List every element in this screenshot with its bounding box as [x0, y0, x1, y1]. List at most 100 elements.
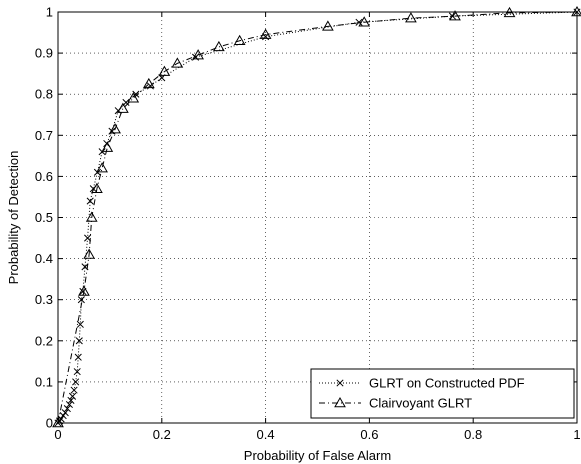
- data-point-x: [86, 197, 94, 205]
- x-marker-stroke: [77, 296, 85, 304]
- data-point-triangle: [322, 20, 334, 31]
- legend-marker-clairvoyant-glrt: [334, 396, 346, 408]
- data-point-x: [57, 415, 65, 423]
- x-tick-label: 0.4: [257, 427, 275, 442]
- x-marker-stroke: [355, 18, 363, 26]
- x-tick-label: 1: [573, 427, 580, 442]
- data-point-triangle: [171, 57, 184, 68]
- y-tick-label: 0.7: [35, 128, 53, 143]
- x-marker-stroke: [84, 234, 92, 242]
- triangle-marker: [91, 182, 103, 193]
- data-point-triangle: [78, 285, 90, 296]
- y-tick-label: 0.1: [35, 374, 53, 389]
- triangle-marker: [85, 211, 98, 222]
- triangle-marker: [449, 10, 461, 21]
- triangle-marker: [334, 396, 346, 408]
- x-marker-stroke: [70, 386, 78, 394]
- plot-frame: [57, 11, 578, 424]
- data-point-x: [68, 392, 77, 400]
- data-point-x: [65, 400, 73, 409]
- triangle-marker: [117, 102, 129, 113]
- legend-box: [310, 368, 575, 419]
- data-point-triangle: [213, 40, 225, 52]
- data-point-triangle: [101, 141, 114, 152]
- data-point-triangle: [91, 182, 103, 193]
- data-point-x: [74, 353, 82, 361]
- y-tick-label: 0.6: [35, 169, 53, 184]
- data-point-triangle: [192, 49, 204, 60]
- data-point-x: [132, 90, 140, 98]
- x-tick-label: 0.8: [464, 427, 482, 442]
- legend-label-glrt-constructed: GLRT on Constructed PDF: [369, 376, 525, 391]
- y-tick-label: 0.2: [35, 333, 53, 348]
- triangle-marker: [83, 248, 96, 259]
- x-marker-stroke: [67, 396, 75, 404]
- data-point-triangle: [259, 28, 272, 39]
- data-point-x: [67, 396, 75, 404]
- x-marker-stroke: [57, 415, 65, 423]
- triangle-marker: [171, 57, 184, 68]
- triangle-marker: [358, 16, 371, 27]
- triangle-marker: [96, 162, 108, 173]
- data-point-x: [63, 405, 71, 413]
- x-marker-stroke: [65, 400, 73, 409]
- data-point-triangle: [358, 16, 371, 27]
- y-tick-label: 0.4: [35, 251, 53, 266]
- data-point-triangle: [109, 123, 121, 134]
- y-tick-label: 1: [46, 5, 53, 20]
- y-tick-label: 0.5: [35, 210, 53, 225]
- legend-marker-glrt-constructed: [336, 379, 344, 387]
- triangle-marker: [405, 12, 417, 23]
- series-line: [57, 11, 578, 424]
- x-tick-label: 0.2: [153, 427, 171, 442]
- data-point-triangle: [83, 248, 96, 259]
- x-marker-stroke: [75, 337, 83, 345]
- data-point-x: [75, 337, 83, 345]
- x-marker-stroke: [74, 353, 82, 361]
- x-marker-stroke: [68, 392, 77, 400]
- triangle-marker: [322, 20, 334, 31]
- triangle-marker: [213, 40, 225, 52]
- triangle-marker: [142, 77, 155, 89]
- triangle-marker: [192, 49, 204, 60]
- data-point-triangle: [127, 92, 140, 103]
- triangle-marker: [127, 92, 140, 103]
- data-point-triangle: [158, 65, 171, 76]
- legend: GLRT on Constructed PDF Clairvoyant GLRT: [310, 368, 575, 419]
- data-point-x: [70, 386, 78, 394]
- data-point-triangle: [52, 416, 64, 428]
- legend-label-clairvoyant-glrt: Clairvoyant GLRT: [369, 396, 472, 411]
- triangle-marker: [78, 285, 90, 296]
- y-tick-label: 0.9: [35, 46, 53, 61]
- triangle-marker: [158, 65, 171, 76]
- x-marker-stroke: [73, 368, 81, 376]
- data-point-triangle: [449, 10, 461, 21]
- tick-labels: 0 0.2 0.4 0.6 0.8 1 0 0.1 0.2 0.3 0.4 0.5 0.6 0.7 0.8 0…: [35, 5, 581, 443]
- data-point-triangle: [117, 102, 129, 113]
- x-marker-stroke: [81, 263, 89, 271]
- x-tick-label: 0: [54, 427, 61, 442]
- data-point-x: [76, 320, 84, 328]
- x-marker-stroke: [86, 197, 94, 205]
- data-point-x: [72, 378, 80, 386]
- triangle-marker: [259, 28, 272, 39]
- x-tick-label: 0.6: [360, 427, 378, 442]
- triangle-marker: [52, 416, 64, 428]
- x-marker-stroke: [132, 90, 140, 98]
- triangle-marker: [233, 34, 246, 46]
- x-marker-stroke: [63, 405, 71, 413]
- data-point-triangle: [85, 211, 98, 222]
- x-marker-stroke: [336, 379, 344, 387]
- triangle-marker: [109, 123, 121, 134]
- data-point-x: [355, 18, 363, 26]
- triangle-marker: [101, 141, 114, 152]
- x-marker-stroke: [61, 409, 69, 417]
- y-axis-title: Probability of Detection: [6, 151, 21, 285]
- x-marker-stroke: [76, 320, 84, 328]
- data-point-triangle: [233, 34, 246, 46]
- data-point-x: [77, 296, 85, 304]
- data-point-triangle: [142, 77, 155, 89]
- data-point-x: [61, 409, 69, 417]
- y-tick-label: 0: [46, 416, 53, 431]
